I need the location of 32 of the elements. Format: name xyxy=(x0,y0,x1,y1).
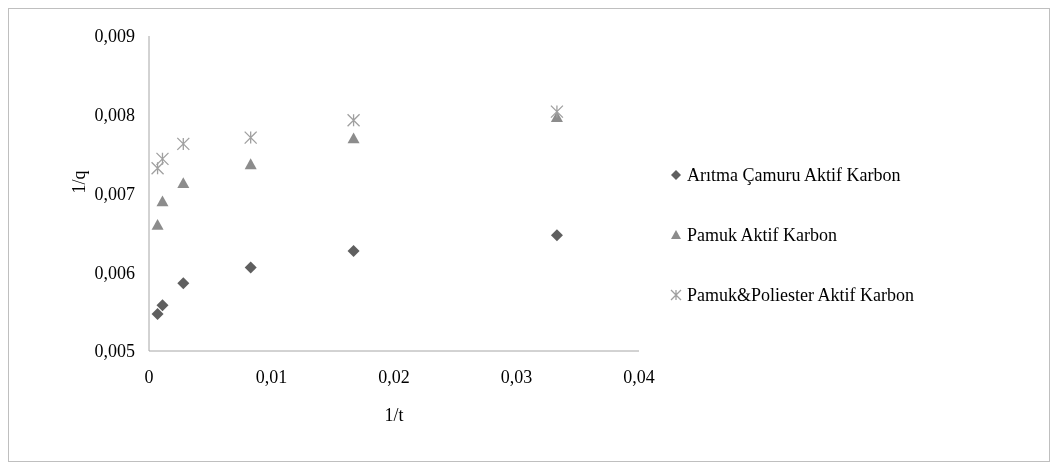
x-tick-label: 0,02 xyxy=(378,367,410,387)
point xyxy=(151,219,164,230)
x-tick-label: 0 xyxy=(144,367,154,387)
y-tick-label: 0,008 xyxy=(94,105,135,126)
point xyxy=(155,152,170,166)
point xyxy=(244,130,258,145)
legend-label: Pamuk Aktif Karbon xyxy=(687,224,837,246)
point xyxy=(346,113,361,127)
y-tick-label: 0,005 xyxy=(94,341,135,362)
point xyxy=(347,132,360,144)
y-tick-label: 0,009 xyxy=(94,26,135,47)
point xyxy=(150,161,165,175)
x-tick-label: 0,01 xyxy=(255,367,288,387)
point xyxy=(156,299,169,312)
point xyxy=(177,277,190,290)
legend-label: Arıtma Çamuru Aktif Karbon xyxy=(687,164,901,186)
point xyxy=(156,195,169,207)
x-tick-label: 0,04 xyxy=(623,367,655,387)
point xyxy=(550,104,564,119)
point xyxy=(550,229,563,242)
point xyxy=(151,307,164,320)
point xyxy=(176,137,190,151)
y-tick-label: 0,006 xyxy=(94,262,135,283)
x-tick-label: 0,03 xyxy=(500,367,533,387)
y-axis-title: 1/q xyxy=(69,170,90,194)
legend-label: Pamuk&Poliester Aktif Karbon xyxy=(687,284,914,306)
point xyxy=(177,177,190,189)
x-axis-title: 1/t xyxy=(384,405,404,425)
point xyxy=(244,158,257,170)
y-tick-label: 0,007 xyxy=(94,183,135,204)
point xyxy=(244,261,257,274)
point xyxy=(347,244,360,257)
